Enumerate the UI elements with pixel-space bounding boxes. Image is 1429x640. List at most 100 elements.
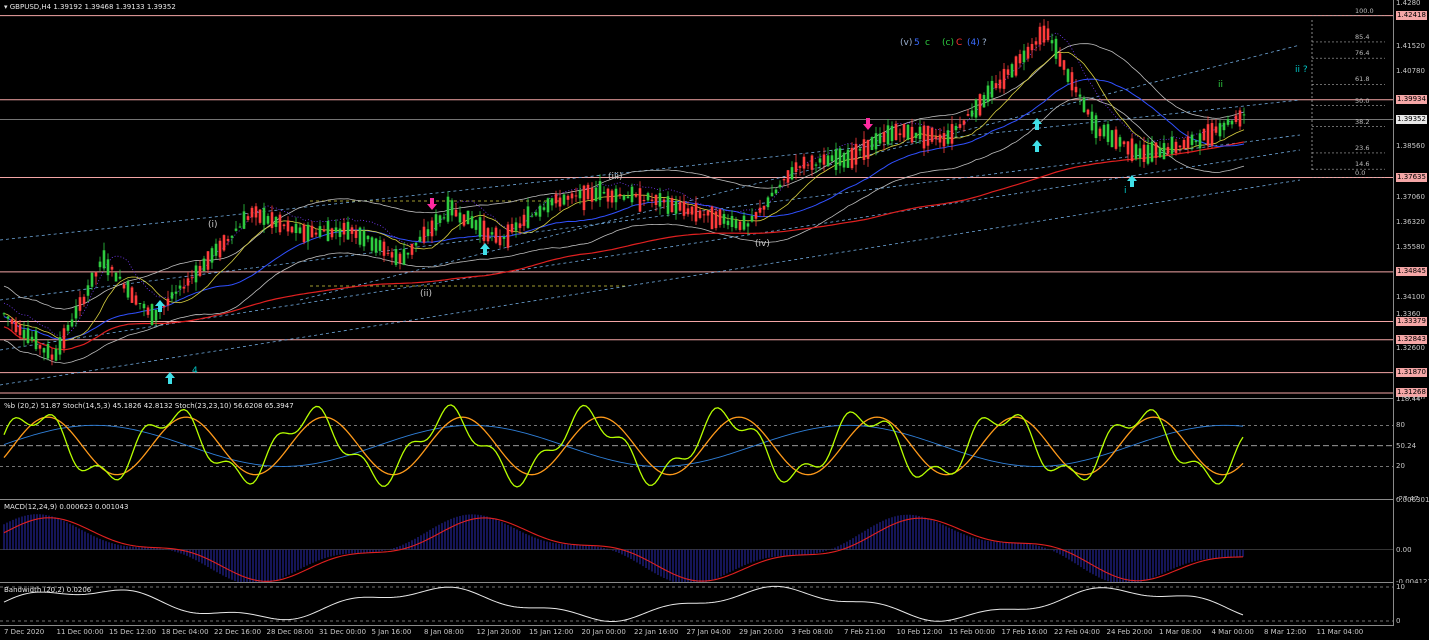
price-pane[interactable]: ▾ GBPUSD,H4 1.39192 1.39468 1.39133 1.39… xyxy=(0,0,1394,399)
candle-body xyxy=(302,224,306,243)
bandwidth-axis: 10 0 xyxy=(1394,583,1429,625)
candle-body xyxy=(442,217,446,219)
macd-tick-label: 0.00 xyxy=(1396,545,1412,554)
candle-body xyxy=(846,149,850,168)
macd-pane[interactable]: MACD(12,24,9) 0.000623 0.001043 xyxy=(0,500,1394,583)
candle-body xyxy=(54,348,58,361)
fib-level-label: 50.0 xyxy=(1355,96,1370,105)
chart-header: ▾ GBPUSD,H4 1.39192 1.39468 1.39133 1.39… xyxy=(4,3,176,11)
candle-body xyxy=(474,220,478,230)
candle-body xyxy=(1142,144,1146,162)
chart-menu-icon[interactable]: ▾ xyxy=(4,3,8,11)
candle-body xyxy=(1198,133,1202,149)
macd-tick-label: -0.004121 xyxy=(1396,578,1429,586)
candle-body xyxy=(870,137,874,150)
stoch-pane[interactable]: %b (20,2) 51.87 Stoch(14,5,3) 45.1826 42… xyxy=(0,399,1394,500)
price-tick-label: 1.41520 xyxy=(1396,42,1425,51)
macd-chart xyxy=(0,514,1393,582)
candle-body xyxy=(290,226,294,233)
candle-body xyxy=(542,207,546,210)
candle-body xyxy=(550,198,554,206)
current-price-tag: 1.39352 xyxy=(1396,114,1427,124)
time-tick-label: 27 Jan 04:00 xyxy=(686,628,731,636)
candle-body xyxy=(618,193,622,197)
candle-body xyxy=(862,139,866,160)
time-tick-label: 29 Jan 20:00 xyxy=(739,628,784,636)
candle-body xyxy=(774,189,778,194)
candle-body xyxy=(470,216,474,228)
candle-body xyxy=(274,216,278,227)
bollinger-lower xyxy=(3,97,1245,364)
candle-body xyxy=(1138,148,1142,159)
candle-body xyxy=(386,252,390,254)
sell-arrow-icon xyxy=(863,118,873,130)
candle-body xyxy=(462,214,466,226)
candle-body xyxy=(582,185,586,211)
candle-body xyxy=(882,132,886,143)
stoch-header: %b (20,2) 51.87 Stoch(14,5,3) 45.1826 42… xyxy=(4,402,294,410)
candle-body xyxy=(318,226,322,237)
candle-body xyxy=(718,209,722,225)
candle-body xyxy=(762,205,766,210)
candle-body xyxy=(450,200,454,216)
bandwidth-tick-label: 0 xyxy=(1396,617,1401,625)
candle-body xyxy=(434,214,438,231)
candle-body xyxy=(638,188,642,212)
candle-body xyxy=(314,232,318,235)
candle-body xyxy=(154,309,158,321)
candle-body xyxy=(1158,147,1162,158)
candle-body xyxy=(1074,86,1078,93)
candle-body xyxy=(710,206,714,230)
candle-body xyxy=(926,125,930,146)
candle-body xyxy=(1058,53,1062,67)
candle-body xyxy=(1170,136,1174,154)
candle-body xyxy=(994,83,998,89)
time-tick-label: 8 Mar 12:00 xyxy=(1264,628,1307,636)
time-tick-label: 22 Feb 04:00 xyxy=(1054,628,1100,636)
time-tick-label: 8 Jan 08:00 xyxy=(424,628,464,636)
time-tick-label: 1 Mar 08:00 xyxy=(1159,628,1202,636)
candle-body xyxy=(238,226,242,228)
bandwidth-header: Bandwidth (20,2) 0.0206 xyxy=(4,586,92,594)
candle-body xyxy=(526,206,530,228)
candle-body xyxy=(130,287,134,303)
candle-body xyxy=(22,329,26,339)
candle-body xyxy=(1090,111,1094,131)
candle-body xyxy=(390,252,394,258)
time-tick-label: 22 Jan 16:00 xyxy=(634,628,679,636)
candle-body xyxy=(666,196,670,214)
time-tick-label: 11 Mar 04:00 xyxy=(1316,628,1364,636)
candle-body xyxy=(418,236,422,242)
candle-body xyxy=(1118,137,1122,147)
candle-body xyxy=(766,197,770,208)
candle-body xyxy=(354,230,358,238)
candle-body xyxy=(458,212,462,223)
price-chart[interactable] xyxy=(0,0,1393,398)
candle-body xyxy=(70,319,74,327)
candle-body xyxy=(94,272,98,277)
macd-tick-label: 0.006301 xyxy=(1396,496,1429,504)
wave-label: (c) xyxy=(942,38,954,48)
candle-body xyxy=(1238,110,1242,127)
price-tick-label: 1.38560 xyxy=(1396,142,1425,151)
stoch-axis: 118.44 80 50.24 20 -27.47 xyxy=(1394,395,1429,503)
candle-body xyxy=(74,306,78,319)
price-level-tag: 1.33379 xyxy=(1396,317,1427,327)
candle-body xyxy=(398,253,402,264)
time-tick-label: 4 Mar 00:00 xyxy=(1211,628,1254,636)
time-tick-label: 5 Jan 16:00 xyxy=(371,628,412,636)
price-axis[interactable]: 1.42801.415201.407801.39391.385601.37601… xyxy=(1394,0,1429,402)
candle-body xyxy=(890,125,894,142)
candle-body xyxy=(586,184,590,200)
candle-body xyxy=(902,124,906,138)
candle-body xyxy=(850,147,854,169)
buy-arrow-icon xyxy=(480,243,490,255)
candle-body xyxy=(1182,139,1186,150)
price-tick-label: 1.34100 xyxy=(1396,293,1425,302)
candle-body xyxy=(350,227,354,234)
candle-body xyxy=(990,80,994,98)
bandwidth-pane[interactable]: Bandwidth (20,2) 0.0206 xyxy=(0,583,1394,626)
candle-body xyxy=(578,190,582,199)
candle-body xyxy=(626,196,630,199)
candle-body xyxy=(726,220,730,226)
